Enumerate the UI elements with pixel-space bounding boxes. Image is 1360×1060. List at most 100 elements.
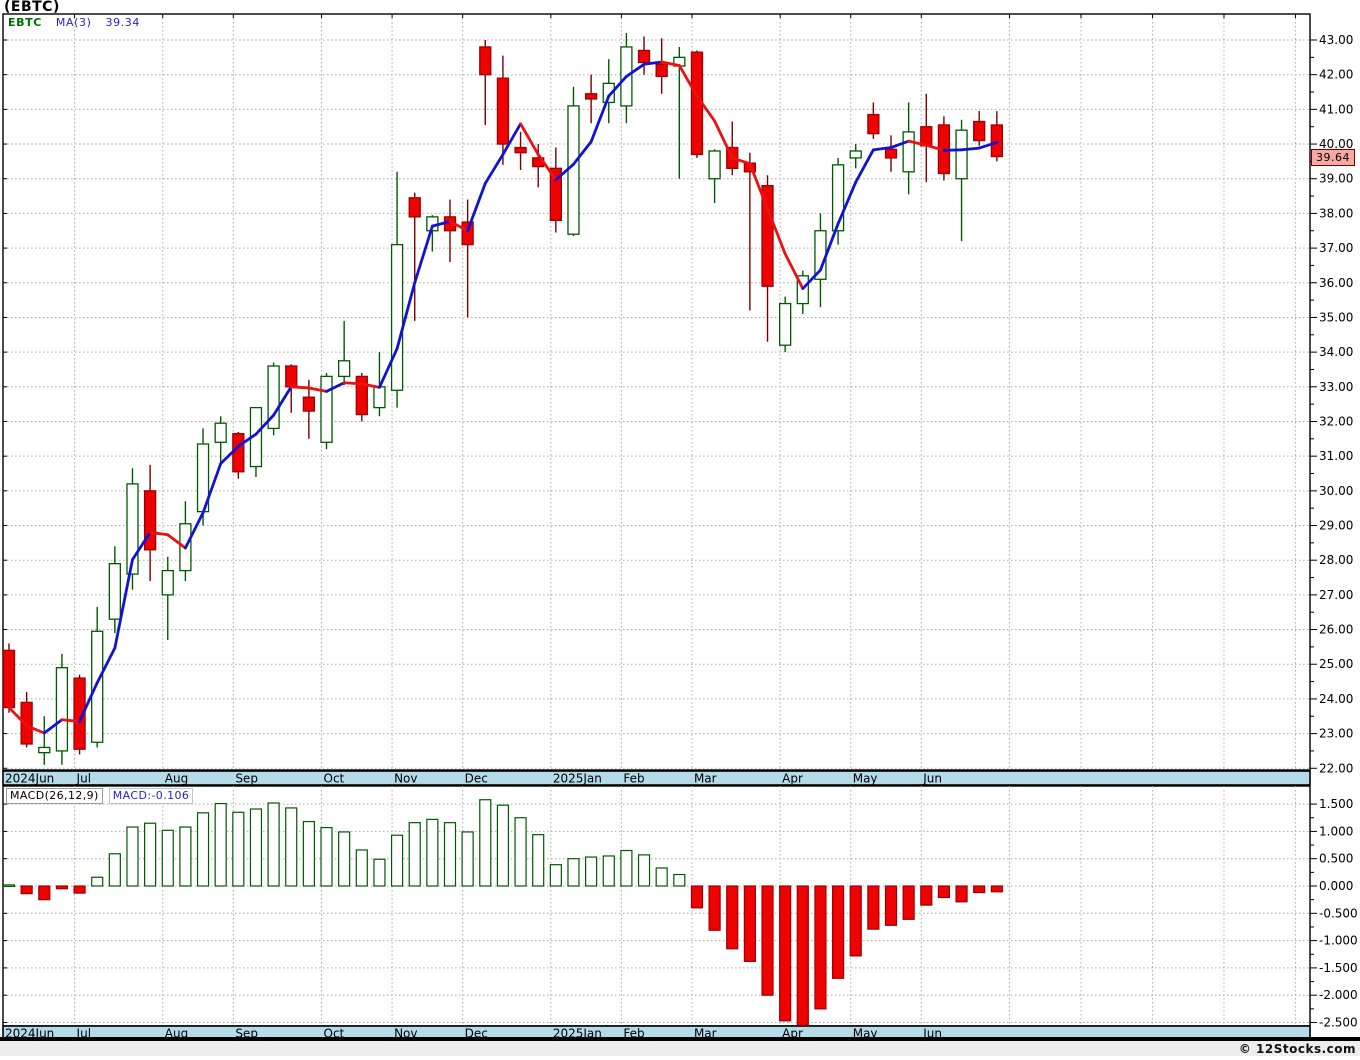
- macd-bar: [91, 876, 104, 887]
- macd-bar: [443, 822, 457, 887]
- month-label: Sep: [235, 772, 258, 786]
- macd-bar: [902, 885, 915, 920]
- price-tick-label: 30.00: [1319, 484, 1353, 498]
- ma-label: MA(3): [55, 16, 92, 29]
- ma-line-segment: [554, 162, 575, 182]
- ma-line-segment: [448, 220, 470, 233]
- macd-bar: [567, 858, 580, 887]
- candle-body: [831, 164, 845, 232]
- macd-bar: [549, 864, 562, 887]
- ma-value: 39.34: [105, 16, 140, 29]
- macd-bar: [196, 812, 210, 887]
- price-tick-label: 22.00: [1319, 761, 1353, 775]
- ma-line-segment: [713, 119, 734, 160]
- macd-bar: [126, 826, 139, 887]
- macd-bar: [2, 884, 16, 888]
- candle-body: [355, 375, 368, 416]
- macd-bar: [761, 885, 774, 996]
- candle-body: [902, 131, 915, 173]
- ma-line-segment: [501, 122, 522, 156]
- macd-bar: [937, 885, 951, 899]
- macd-bar: [408, 822, 421, 887]
- ma-line-segment: [378, 347, 399, 389]
- price-tick-label: 28.00: [1319, 553, 1353, 567]
- price-tick-label: 42.00: [1319, 68, 1353, 82]
- month-label: Aug: [165, 772, 188, 786]
- macd-bar: [990, 885, 1003, 893]
- macd-tick-label: 1.000: [1319, 824, 1353, 838]
- candle-body: [55, 667, 69, 752]
- candle-body: [973, 120, 986, 142]
- ma-line-segment: [589, 94, 611, 144]
- candle-body: [73, 677, 86, 750]
- candle-body: [161, 569, 174, 596]
- candle-body: [779, 302, 792, 346]
- month-label: Apr: [782, 772, 803, 786]
- macd-bar: [426, 818, 439, 887]
- macd-bar: [20, 885, 33, 895]
- ma-line-segment: [60, 718, 81, 723]
- candle-body: [461, 221, 474, 246]
- ma-line-segment: [272, 385, 293, 417]
- candle-body: [214, 422, 227, 443]
- month-label: Dec: [465, 772, 488, 786]
- ma-line-segment: [413, 224, 434, 285]
- ma-line-segment: [113, 558, 134, 650]
- price-tick-label: 27.00: [1319, 588, 1353, 602]
- ma-line-segment: [536, 153, 558, 182]
- macd-bar: [214, 802, 227, 887]
- ma-line-segment: [801, 268, 822, 290]
- macd-bar: [620, 849, 633, 887]
- macd-bar: [973, 885, 986, 894]
- macd-bar: [249, 808, 263, 887]
- ma-line-segment: [7, 706, 29, 728]
- ma-line-segment: [430, 220, 452, 228]
- candle-body: [867, 113, 880, 135]
- macd-bar: [831, 885, 845, 979]
- candle-body: [20, 701, 33, 745]
- ma-line-segment: [342, 381, 364, 386]
- macd-tick-label: -1.500: [1319, 961, 1358, 975]
- macd-bar: [73, 885, 86, 894]
- ma-line-segment: [924, 143, 946, 152]
- macd-legend: MACD(26,12,9) MACD:-0.106: [6, 788, 194, 804]
- macd-tick-label: -2.500: [1319, 1016, 1358, 1030]
- month-label: Jul: [76, 772, 91, 786]
- ma-line-segment: [201, 462, 223, 515]
- month-label: 2025Jan: [553, 772, 602, 786]
- macd-bar: [161, 829, 174, 887]
- candle-body: [955, 129, 968, 180]
- candle-body: [373, 386, 386, 409]
- candle-body: [338, 360, 351, 378]
- ma-line-segment: [854, 148, 875, 184]
- ma-line-segment: [977, 141, 999, 150]
- macd-bar: [814, 885, 827, 1010]
- page-title: (EBTC): [4, 0, 60, 15]
- ma-line-segment: [131, 531, 152, 562]
- price-tick-label: 39.00: [1319, 172, 1353, 186]
- macd-bar: [55, 885, 69, 890]
- price-tick-label: 31.00: [1319, 449, 1353, 463]
- candle-body: [849, 150, 862, 159]
- candle-body: [479, 46, 492, 76]
- price-tick-label: 32.00: [1319, 414, 1353, 428]
- candle-body: [390, 243, 404, 391]
- macd-params-label: MACD(26,12,9): [6, 788, 103, 804]
- macd-bar: [673, 873, 686, 887]
- ma-line-segment: [960, 146, 981, 152]
- macd-bar: [232, 811, 245, 887]
- candle-body: [567, 105, 580, 235]
- candle-body: [126, 483, 139, 575]
- ma-line-segment: [677, 64, 699, 98]
- ma-line-segment: [889, 139, 911, 149]
- ma-line-segment: [325, 381, 346, 393]
- price-tick-label: 40.00: [1319, 137, 1353, 151]
- candle-body: [108, 563, 121, 620]
- macd-bar: [355, 849, 368, 887]
- ma-line-segment: [183, 511, 205, 550]
- price-tick-label: 43.00: [1319, 33, 1353, 47]
- price-tick-label: 34.00: [1319, 345, 1353, 359]
- macd-bar: [690, 885, 704, 909]
- macd-bar: [144, 822, 157, 887]
